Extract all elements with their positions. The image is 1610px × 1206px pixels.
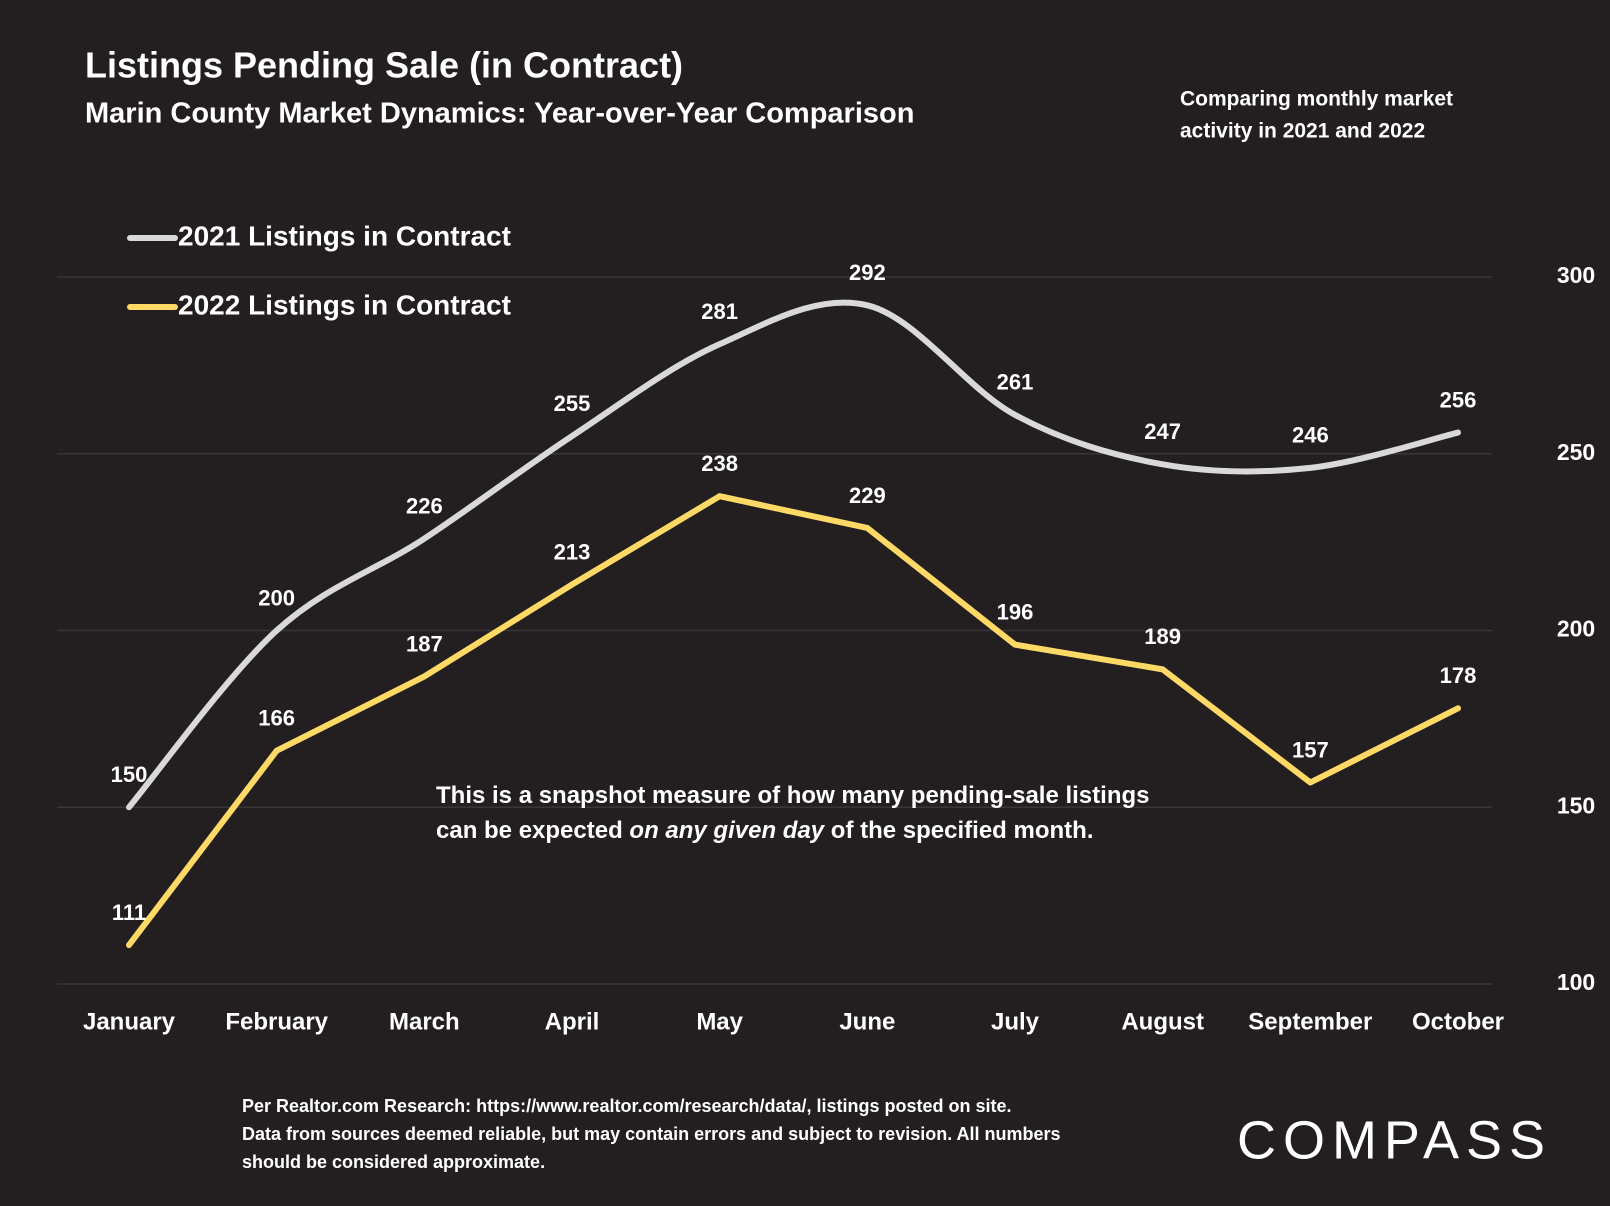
note-line: Comparing monthly market [1180,88,1453,111]
data-label: 226 [406,493,443,518]
data-label: 292 [849,260,886,285]
data-label: 213 [554,539,591,564]
data-label: 246 [1292,423,1329,448]
data-label: 247 [1144,419,1181,444]
footnote: Per Realtor.com Research: https://www.re… [242,1096,1012,1116]
x-tick-label: January [83,1008,176,1035]
data-label: 255 [554,391,591,416]
data-label: 178 [1440,663,1477,688]
chart-title: Listings Pending Sale (in Contract) [85,45,683,86]
annotation-part: on any given day [629,817,825,844]
data-label: 150 [111,762,148,787]
annotation-part: This is a snapshot measure of how many p… [436,782,1149,809]
x-tick-label: October [1412,1008,1504,1035]
y-tick-label: 100 [1557,969,1595,995]
x-tick-label: July [991,1008,1040,1035]
series-line [126,493,1461,949]
data-label: 256 [1440,387,1477,412]
footnote: should be considered approximate. [242,1152,545,1172]
x-tick-label: February [225,1008,328,1035]
annotation-part: can be expected [436,817,629,844]
series-line [126,299,1461,811]
x-tick-label: September [1248,1008,1372,1035]
legend-label: 2022 Listings in Contract [178,289,511,320]
data-label: 189 [1144,624,1181,649]
x-tick-label: June [839,1008,895,1035]
x-tick-label: April [545,1008,600,1035]
footnote: Data from sources deemed reliable, but m… [242,1124,1061,1144]
annotation-part: of the specified month. [824,817,1093,844]
x-tick-label: August [1121,1008,1204,1035]
data-label: 157 [1292,737,1329,762]
note-line: activity in 2021 and 2022 [1180,120,1425,143]
chart-subtitle: Marin County Market Dynamics: Year-over-… [85,98,914,130]
data-label: 111 [112,900,146,925]
data-label: 281 [701,299,738,324]
legend-label: 2021 Listings in Contract [178,220,511,251]
data-label: 229 [849,483,886,508]
x-tick-label: March [389,1008,460,1035]
data-label: 261 [997,370,1034,395]
y-tick-label: 200 [1557,616,1595,642]
x-tick-label: May [696,1008,743,1035]
annotation: can be expected on any given day of the … [436,817,1093,844]
logo: COMPASS [1237,1110,1552,1170]
data-label: 166 [258,706,295,731]
data-label: 187 [406,631,443,656]
annotation: This is a snapshot measure of how many p… [436,782,1149,809]
data-label: 196 [997,599,1034,624]
y-tick-label: 250 [1557,439,1595,465]
y-tick-label: 150 [1557,792,1595,818]
y-tick-label: 300 [1557,262,1595,288]
data-label: 238 [701,451,738,476]
data-label: 200 [258,585,295,610]
